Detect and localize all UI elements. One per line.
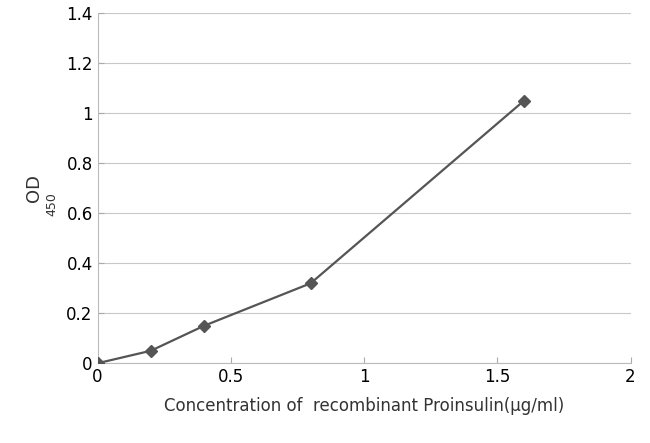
Text: 450: 450 bbox=[46, 192, 58, 216]
Text: OD: OD bbox=[25, 174, 42, 202]
X-axis label: Concentration of  recombinant Proinsulin(μg/ml): Concentration of recombinant Proinsulin(… bbox=[164, 397, 564, 415]
